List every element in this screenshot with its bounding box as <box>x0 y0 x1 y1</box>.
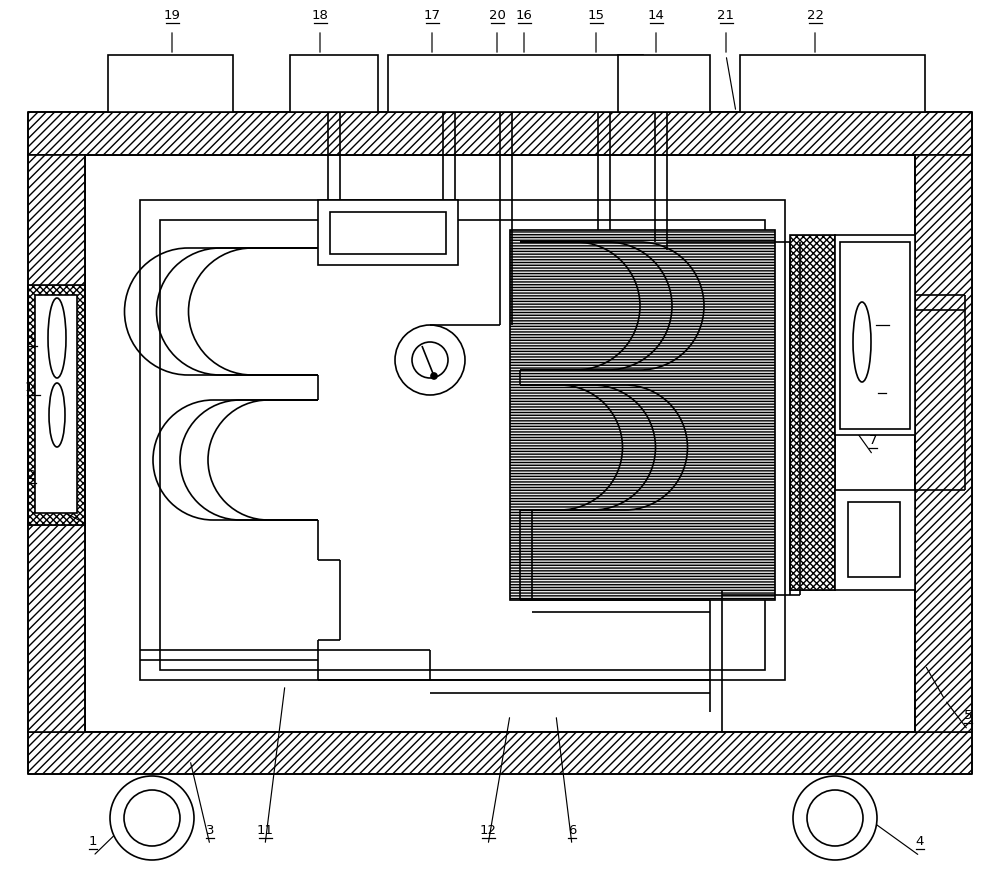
Text: 10: 10 <box>25 381 41 394</box>
Bar <box>790 235 835 590</box>
Bar <box>140 200 785 680</box>
Bar <box>740 55 925 112</box>
Bar <box>510 230 775 600</box>
Bar <box>28 155 85 732</box>
Bar <box>388 55 643 112</box>
Text: 8: 8 <box>878 379 886 392</box>
Circle shape <box>124 790 180 846</box>
Text: 12: 12 <box>480 824 496 837</box>
Bar <box>35 295 77 513</box>
Circle shape <box>807 790 863 846</box>
Bar <box>290 55 378 112</box>
Text: 14: 14 <box>648 9 664 22</box>
Bar <box>160 220 765 670</box>
Text: 6: 6 <box>568 824 576 837</box>
Text: 1: 1 <box>89 835 97 848</box>
Ellipse shape <box>48 298 66 378</box>
Bar <box>330 212 446 254</box>
Text: 9: 9 <box>29 332 37 345</box>
Bar <box>915 155 972 732</box>
Text: 22: 22 <box>806 9 824 22</box>
Text: 3: 3 <box>206 824 214 837</box>
Text: 18: 18 <box>312 9 328 22</box>
Bar <box>790 235 835 590</box>
Text: 7: 7 <box>869 434 877 447</box>
Text: 19: 19 <box>164 9 180 22</box>
Circle shape <box>110 776 194 860</box>
Bar <box>840 242 910 429</box>
Circle shape <box>431 373 437 379</box>
Bar <box>28 732 972 774</box>
Text: 4: 4 <box>916 835 924 848</box>
Text: 2: 2 <box>28 469 36 482</box>
Bar <box>108 55 233 112</box>
Bar <box>848 502 900 577</box>
Text: 17: 17 <box>424 9 440 22</box>
Text: 16: 16 <box>516 9 532 22</box>
Bar <box>28 285 85 525</box>
Circle shape <box>395 325 465 395</box>
Text: 5: 5 <box>964 709 972 722</box>
Circle shape <box>412 342 448 378</box>
Ellipse shape <box>853 302 871 382</box>
Bar <box>618 55 710 112</box>
Text: 20: 20 <box>489 9 505 22</box>
Bar <box>28 285 85 525</box>
Bar <box>28 112 972 155</box>
Text: 15: 15 <box>588 9 604 22</box>
Bar <box>835 490 915 590</box>
Circle shape <box>793 776 877 860</box>
Bar <box>835 235 915 435</box>
Text: 11: 11 <box>256 824 274 837</box>
Bar <box>510 230 775 600</box>
Bar <box>85 155 915 732</box>
Text: 13: 13 <box>874 311 891 324</box>
Text: 21: 21 <box>718 9 734 22</box>
Bar <box>85 155 915 732</box>
Ellipse shape <box>49 383 65 447</box>
Bar <box>318 200 458 265</box>
